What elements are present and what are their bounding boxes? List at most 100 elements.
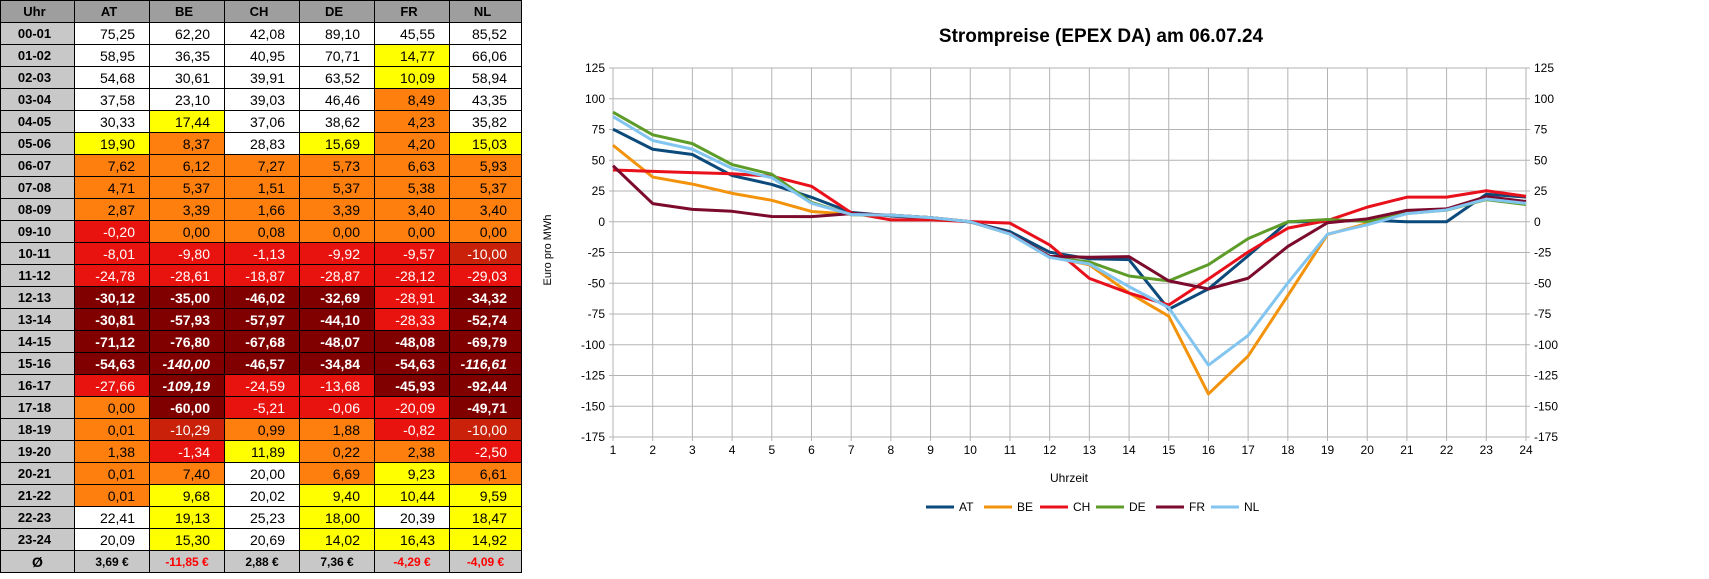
table-row: 19-20 1,38 -1,34 11,89 0,22 2,38 -2,50 bbox=[0, 440, 522, 463]
y-tick-label-left: 0 bbox=[598, 215, 605, 229]
price-cell-de: -34,84 bbox=[299, 352, 375, 375]
price-cell-de: 46,46 bbox=[299, 88, 375, 111]
price-cell-ch: 39,03 bbox=[224, 88, 300, 111]
x-tick-label: 16 bbox=[1202, 443, 1216, 457]
y-tick-label-right: 125 bbox=[1534, 61, 1554, 75]
price-cell-de: 5,73 bbox=[299, 154, 375, 177]
hour-cell: 15-16 bbox=[0, 352, 75, 375]
average-cell-nl: -4,09 € bbox=[449, 550, 522, 573]
price-cell-nl: 9,59 bbox=[449, 484, 522, 507]
price-cell-ch: 7,27 bbox=[224, 154, 300, 177]
price-cell-de: 14,02 bbox=[299, 528, 375, 551]
table-row: 09-10 -0,20 0,00 0,08 0,00 0,00 0,00 bbox=[0, 220, 522, 243]
price-cell-nl: 5,37 bbox=[449, 176, 522, 199]
price-cell-ch: 20,69 bbox=[224, 528, 300, 551]
price-cell-ch: 11,89 bbox=[224, 440, 300, 463]
x-tick-label: 21 bbox=[1400, 443, 1414, 457]
y-tick-label-left: -125 bbox=[581, 369, 605, 383]
price-cell-de: 63,52 bbox=[299, 66, 375, 89]
price-cell-nl: -52,74 bbox=[449, 308, 522, 331]
y-tick-label-right: 100 bbox=[1534, 92, 1554, 106]
price-cell-ch: 37,06 bbox=[224, 110, 300, 133]
table-row: 20-21 0,01 7,40 20,00 6,69 9,23 6,61 bbox=[0, 462, 522, 485]
y-tick-label-right: -125 bbox=[1534, 369, 1558, 383]
price-cell-ch: 1,51 bbox=[224, 176, 300, 199]
chart-grid bbox=[612, 67, 1527, 438]
x-tick-label: 14 bbox=[1122, 443, 1136, 457]
price-cell-nl: -116,61 bbox=[449, 352, 522, 375]
x-tick-label: 10 bbox=[964, 443, 978, 457]
series-line-fr bbox=[611, 164, 1527, 291]
price-cell-at: -54,63 bbox=[74, 352, 150, 375]
hour-cell: 00-01 bbox=[0, 22, 75, 45]
table-row: 00-01 75,25 62,20 42,08 89,10 45,55 85,52 bbox=[0, 22, 522, 45]
price-cell-be: -10,29 bbox=[149, 418, 225, 441]
price-cell-be: -1,34 bbox=[149, 440, 225, 463]
header-nl: NL bbox=[449, 0, 522, 23]
price-cell-at: 0,01 bbox=[74, 484, 150, 507]
hour-cell: 07-08 bbox=[0, 176, 75, 199]
price-cell-de: 1,88 bbox=[299, 418, 375, 441]
price-cell-at: -0,20 bbox=[74, 220, 150, 243]
price-cell-nl: 58,94 bbox=[449, 66, 522, 89]
y-tick-label-left: -100 bbox=[581, 338, 605, 352]
price-cell-nl: 0,00 bbox=[449, 220, 522, 243]
x-tick-label: 1 bbox=[610, 443, 617, 457]
x-tick-label: 22 bbox=[1440, 443, 1454, 457]
price-cell-ch: 25,23 bbox=[224, 506, 300, 529]
legend-label: AT bbox=[959, 500, 974, 514]
y-tick-label-right: 25 bbox=[1534, 184, 1548, 198]
price-cell-nl: -2,50 bbox=[449, 440, 522, 463]
table-row: 22-23 22,41 19,13 25,23 18,00 20,39 18,47 bbox=[0, 506, 522, 529]
price-cell-be: 15,30 bbox=[149, 528, 225, 551]
price-cell-ch: -67,68 bbox=[224, 330, 300, 353]
price-cell-be: 9,68 bbox=[149, 484, 225, 507]
price-cell-de: -9,92 bbox=[299, 242, 375, 265]
price-cell-nl: 3,40 bbox=[449, 198, 522, 221]
price-cell-ch: -46,57 bbox=[224, 352, 300, 375]
header-de: DE bbox=[299, 0, 375, 23]
y-tick-label-right: -25 bbox=[1534, 246, 1552, 260]
price-cell-at: 2,87 bbox=[74, 198, 150, 221]
price-cell-be: 17,44 bbox=[149, 110, 225, 133]
price-cell-de: 0,22 bbox=[299, 440, 375, 463]
price-cell-ch: -46,02 bbox=[224, 286, 300, 309]
price-cell-fr: -48,08 bbox=[374, 330, 450, 353]
average-cell-be: -11,85 € bbox=[149, 550, 225, 573]
price-cell-at: -30,81 bbox=[74, 308, 150, 331]
header-at: AT bbox=[74, 0, 150, 23]
table-row: 16-17 -27,66 -109,19 -24,59 -13,68 -45,93 -92,… bbox=[0, 374, 522, 397]
price-cell-nl: 18,47 bbox=[449, 506, 522, 529]
legend-item-nl: NL bbox=[1211, 500, 1260, 514]
y-tick-label-right: -150 bbox=[1534, 399, 1558, 413]
table-row: 15-16 -54,63 -140,00 -46,57 -34,84 -54,63 -116… bbox=[0, 352, 522, 375]
price-cell-fr: -54,63 bbox=[374, 352, 450, 375]
price-cell-fr: -20,09 bbox=[374, 396, 450, 419]
x-tick-label: 19 bbox=[1321, 443, 1335, 457]
average-cell-ch: 2,88 € bbox=[224, 550, 300, 573]
price-cell-fr: 6,63 bbox=[374, 154, 450, 177]
price-cell-fr: 5,38 bbox=[374, 176, 450, 199]
header-hour: Uhr bbox=[0, 0, 75, 23]
average-row: Ø 3,69 € -11,85 €2,88 €7,36 € -4,29 € -4,09 … bbox=[0, 550, 522, 573]
price-cell-nl: 35,82 bbox=[449, 110, 522, 133]
hour-cell: 21-22 bbox=[0, 484, 75, 507]
x-tick-label: 24 bbox=[1519, 443, 1533, 457]
y-tick-label-right: -100 bbox=[1534, 338, 1558, 352]
x-tick-label: 23 bbox=[1480, 443, 1494, 457]
price-cell-de: 6,69 bbox=[299, 462, 375, 485]
price-cell-ch: 42,08 bbox=[224, 22, 300, 45]
average-label: Ø bbox=[0, 550, 75, 573]
table-row: 11-12 -24,78 -28,61 -18,87 -28,87 -28,12 -29,0… bbox=[0, 264, 522, 287]
price-cell-de: 89,10 bbox=[299, 22, 375, 45]
table-row: 14-15 -71,12 -76,80 -67,68 -48,07 -48,08 -69,7… bbox=[0, 330, 522, 353]
y-tick-label-right: -75 bbox=[1534, 307, 1552, 321]
price-cell-at: -30,12 bbox=[74, 286, 150, 309]
price-cell-ch: 20,02 bbox=[224, 484, 300, 507]
hour-cell: 12-13 bbox=[0, 286, 75, 309]
price-cell-nl: 6,61 bbox=[449, 462, 522, 485]
hour-cell: 14-15 bbox=[0, 330, 75, 353]
hour-cell: 03-04 bbox=[0, 88, 75, 111]
y-tick-label-right: -175 bbox=[1534, 430, 1558, 444]
hour-cell: 22-23 bbox=[0, 506, 75, 529]
